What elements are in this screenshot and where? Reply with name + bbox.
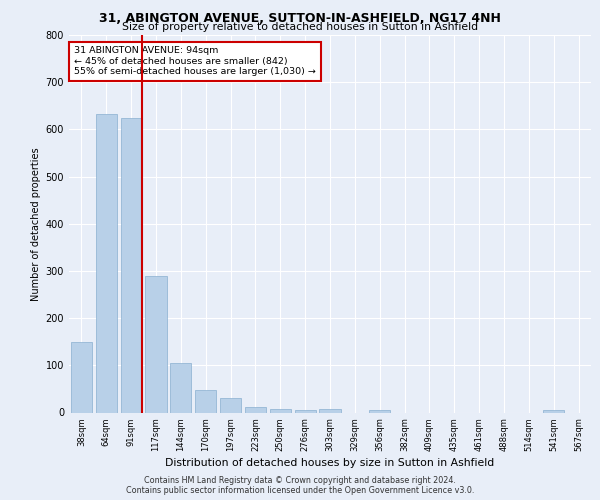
Text: 31, ABINGTON AVENUE, SUTTON-IN-ASHFIELD, NG17 4NH: 31, ABINGTON AVENUE, SUTTON-IN-ASHFIELD,…	[99, 12, 501, 26]
Bar	[543, 410, 564, 412]
Bar	[369, 410, 390, 412]
Bar	[270, 408, 291, 412]
Bar	[245, 408, 266, 412]
Text: Contains HM Land Registry data © Crown copyright and database right 2024.
Contai: Contains HM Land Registry data © Crown c…	[126, 476, 474, 495]
Bar	[319, 408, 341, 412]
Bar	[121, 118, 142, 412]
X-axis label: Distribution of detached houses by size in Sutton in Ashfield: Distribution of detached houses by size …	[166, 458, 494, 468]
Bar	[96, 114, 117, 412]
Bar	[295, 410, 316, 412]
Bar	[220, 398, 241, 412]
Text: Size of property relative to detached houses in Sutton in Ashfield: Size of property relative to detached ho…	[122, 22, 478, 32]
Bar	[71, 342, 92, 412]
Y-axis label: Number of detached properties: Number of detached properties	[31, 147, 41, 300]
Bar	[145, 276, 167, 412]
Bar	[195, 390, 216, 412]
Bar	[170, 364, 191, 412]
Text: 31 ABINGTON AVENUE: 94sqm
← 45% of detached houses are smaller (842)
55% of semi: 31 ABINGTON AVENUE: 94sqm ← 45% of detac…	[74, 46, 316, 76]
